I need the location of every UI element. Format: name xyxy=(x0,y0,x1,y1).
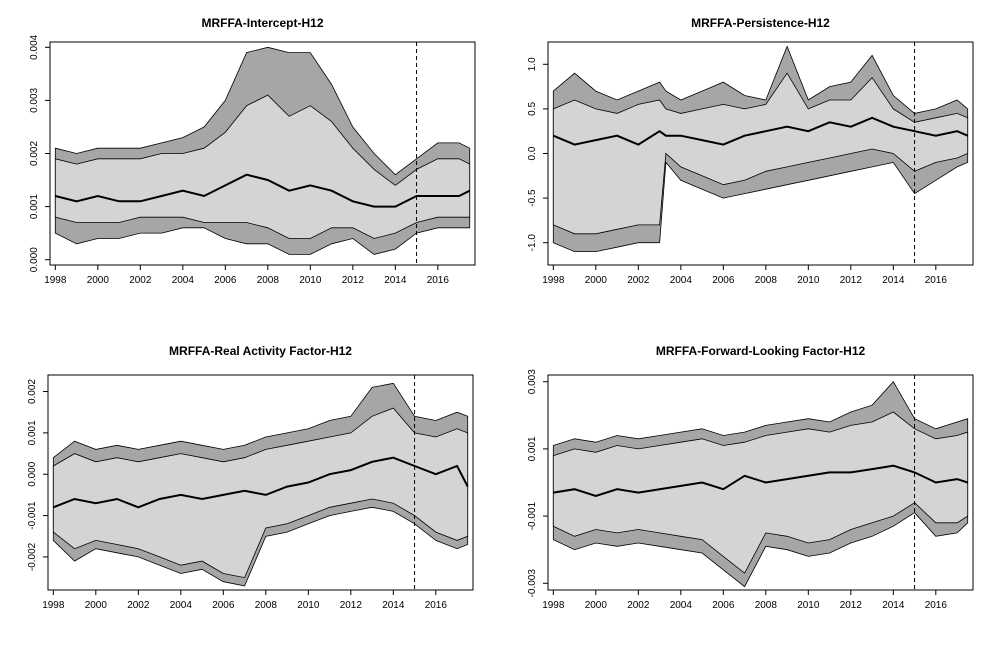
x-tick-label: 2002 xyxy=(627,600,650,611)
x-tick-label: 1998 xyxy=(542,275,565,286)
x-tick-label: 2010 xyxy=(797,600,820,611)
y-tick-label: 0.001 xyxy=(27,420,38,445)
x-tick-label: 2016 xyxy=(925,275,948,286)
inner-band xyxy=(54,94,471,239)
y-tick-label: 0.001 xyxy=(527,436,538,461)
x-tick-label: 2008 xyxy=(755,275,778,286)
x-tick-label: 2010 xyxy=(297,600,320,611)
median-line xyxy=(52,456,469,509)
x-tick-label: 2006 xyxy=(212,600,235,611)
x-tick-label: 2000 xyxy=(585,600,608,611)
y-tick-label: 0.0 xyxy=(527,146,538,160)
median-line xyxy=(553,464,969,497)
y-tick-label: 0.001 xyxy=(29,194,40,219)
median-line xyxy=(55,173,471,208)
x-tick-label: 2004 xyxy=(172,275,195,286)
y-tick-label: -0.5 xyxy=(527,189,538,207)
y-axis: -1.0 -0.5 0.0 0.5 1.0 xyxy=(527,57,548,251)
x-tick-label: 2012 xyxy=(840,600,863,611)
x-tick-label: 2000 xyxy=(585,275,608,286)
x-tick-label: 2016 xyxy=(925,600,948,611)
y-tick-label: 0.000 xyxy=(29,247,40,272)
y-tick-label: 0.004 xyxy=(29,34,40,59)
x-tick-label: 2004 xyxy=(170,600,193,611)
x-tick-label: 2004 xyxy=(670,275,693,286)
plot-frame xyxy=(547,374,974,591)
inner-band xyxy=(552,72,969,235)
x-axis: 1998 2000 2002 2004 2006 2008 2010 2012 2014 2016 xyxy=(44,265,449,286)
x-tick-label: 1998 xyxy=(542,600,565,611)
x-tick-label: 2014 xyxy=(384,275,407,286)
x-tick-label: 2006 xyxy=(712,600,735,611)
panel-forward-looking-factor: MRFFA-Forward-Looking Factor-H12 1998 2000… xyxy=(527,344,974,611)
y-tick-label: 1.0 xyxy=(527,57,538,71)
y-tick-label: 0.003 xyxy=(29,87,40,112)
x-tick-label: 2006 xyxy=(214,275,237,286)
x-tick-label: 2014 xyxy=(882,275,905,286)
y-tick-label: 0.002 xyxy=(29,141,40,166)
x-tick-label: 2006 xyxy=(712,275,735,286)
y-tick-label: 0.002 xyxy=(27,379,38,404)
x-tick-label: 2008 xyxy=(755,600,778,611)
y-tick-label: -0.003 xyxy=(527,569,538,598)
inner-band xyxy=(552,411,969,574)
x-tick-label: 2002 xyxy=(127,600,150,611)
x-tick-label: 2008 xyxy=(255,600,278,611)
y-axis: 0.000 0.001 0.002 0.003 0.004 xyxy=(29,34,50,272)
x-tick-label: 2016 xyxy=(425,600,448,611)
x-axis: 1998 2000 2002 2004 2006 2008 2010 2012 2014 2016 xyxy=(42,590,447,611)
x-tick-label: 2010 xyxy=(299,275,322,286)
y-axis: -0.003 -0.001 0.001 0.003 xyxy=(527,369,548,598)
x-tick-label: 2014 xyxy=(882,600,905,611)
x-tick-label: 1998 xyxy=(44,275,67,286)
y-tick-label: -0.001 xyxy=(27,501,38,530)
y-tick-label: 0.000 xyxy=(27,461,38,486)
y-tick-label: 0.003 xyxy=(527,369,538,394)
x-tick-label: 2014 xyxy=(382,600,405,611)
chart-title: MRFFA-Real Activity Factor-H12 xyxy=(169,344,352,358)
x-tick-label: 2010 xyxy=(797,275,820,286)
chart-title: MRFFA-Intercept-H12 xyxy=(201,16,323,30)
x-axis: 1998 2000 2002 2004 2006 2008 2010 2012 2014 2016 xyxy=(542,265,947,286)
inner-band xyxy=(52,407,469,579)
y-axis: -0.002 -0.001 0.000 0.001 0.002 xyxy=(27,379,48,571)
x-tick-label: 1998 xyxy=(42,600,65,611)
x-tick-label: 2000 xyxy=(85,600,108,611)
y-tick-label: -1.0 xyxy=(527,234,538,252)
x-tick-label: 2012 xyxy=(342,275,365,286)
chart-title: MRFFA-Forward-Looking Factor-H12 xyxy=(656,344,866,358)
y-tick-label: -0.002 xyxy=(27,542,38,571)
x-tick-label: 2008 xyxy=(257,275,280,286)
x-axis: 1998 2000 2002 2004 2006 2008 2010 2012 2014 2016 xyxy=(542,590,947,611)
y-tick-label: -0.001 xyxy=(527,501,538,530)
x-tick-label: 2000 xyxy=(87,275,110,286)
panel-persistence: MRFFA-Persistence-H12 1998 2000 2002 2004 200… xyxy=(527,16,974,286)
x-tick-label: 2012 xyxy=(840,275,863,286)
x-tick-label: 2016 xyxy=(427,275,450,286)
median-line xyxy=(552,116,969,146)
x-tick-label: 2002 xyxy=(627,275,650,286)
chart-title: MRFFA-Persistence-H12 xyxy=(691,16,830,30)
panel-intercept: MRFFA-Intercept-H12 1998 2000 2002 2004 2006 2… xyxy=(29,16,476,286)
x-tick-label: 2002 xyxy=(129,275,152,286)
y-tick-label: 0.5 xyxy=(527,102,538,116)
plot-frame xyxy=(47,374,474,591)
panel-real-activity-factor: MRFFA-Real Activity Factor-H12 1998 2000 20… xyxy=(27,344,474,611)
x-tick-label: 2012 xyxy=(340,600,363,611)
x-tick-label: 2004 xyxy=(670,600,693,611)
